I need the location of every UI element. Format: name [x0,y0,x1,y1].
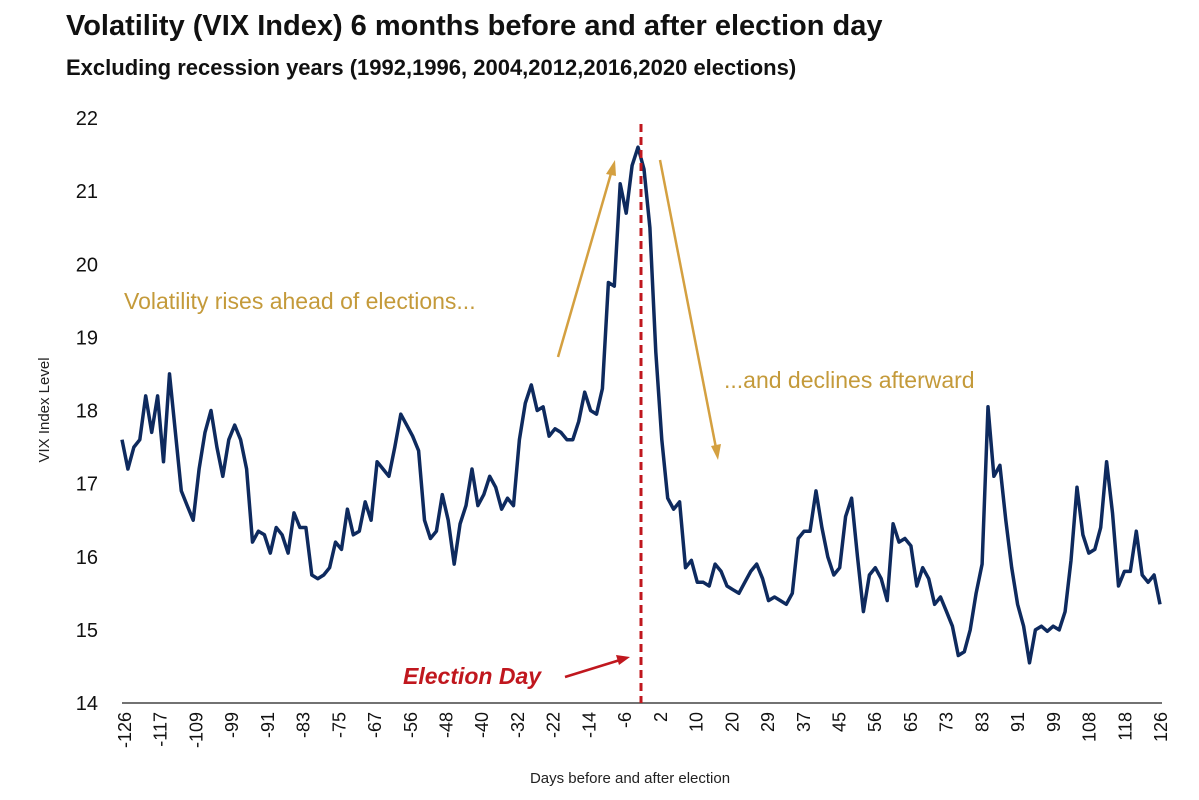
x-tick-label: -75 [329,712,349,738]
x-tick-label: 108 [1080,712,1100,742]
x-tick-label: 29 [758,712,778,732]
election-day-arrowhead [616,655,630,665]
x-tick-label: 99 [1044,712,1064,732]
x-tick-label: 20 [722,712,742,732]
chart-title: Volatility (VIX Index) 6 months before a… [66,10,883,42]
y-tick-label: 17 [76,474,98,496]
election-day-arrow [564,658,621,679]
chart-subtitle: Excluding recession years (1992,1996, 20… [66,55,797,80]
x-tick-label: 10 [687,712,707,732]
x-tick-label: -126 [115,712,135,748]
y-axis-label: VIX Index Level [36,357,53,462]
x-tick-label: 73 [937,712,957,732]
x-axis-ticks: -126 -117 -109 -99 -91 -83 -75 -67 -56 -48 -40 -32-… [115,712,1171,748]
y-tick-label: 16 [76,547,98,569]
x-tick-label: -6 [615,712,635,728]
y-tick-label: 19 [76,327,98,349]
decline-annotation: ...and declines afterward [724,367,975,393]
x-tick-label: -14 [579,712,599,738]
rise-arrowhead [606,160,616,176]
x-tick-label: -40 [472,712,492,738]
x-tick-label: 2 [651,712,671,722]
decline-arrowhead [711,444,721,460]
rise-arrow [556,169,614,358]
x-tick-label: -109 [186,712,206,748]
y-tick-label: 21 [76,181,98,203]
x-axis-label: Days before and after election [530,770,730,787]
x-tick-label: -83 [294,712,314,738]
x-tick-label: 118 [1115,712,1135,741]
y-tick-label: 15 [76,620,98,642]
x-tick-label: -22 [544,712,564,738]
x-tick-label: 91 [1008,712,1028,732]
x-tick-label: -91 [258,712,278,738]
x-tick-label: -32 [508,712,528,738]
x-tick-label: 83 [972,712,992,732]
x-tick-label: 56 [865,712,885,732]
y-tick-label: 22 [76,108,98,130]
y-tick-label: 20 [76,254,98,276]
y-tick-label: 18 [76,401,98,423]
rise-annotation: Volatility rises ahead of elections... [124,288,476,314]
vix-series-line [120,145,1162,665]
y-tick-label: 14 [76,693,98,715]
x-tick-label: -67 [365,712,385,738]
election-day-annotation: Election Day [403,663,542,689]
x-tick-label: 126 [1151,712,1171,742]
x-tick-label: 37 [794,712,814,732]
x-tick-label: -56 [401,712,421,738]
decline-arrow [658,159,718,449]
x-tick-label: -117 [151,712,171,747]
annotation-arrows [556,159,721,679]
x-tick-label: 65 [901,712,921,732]
x-tick-label: -99 [222,712,242,738]
y-axis-ticks: 14 15 16 17 18 19 20 21 22 [76,108,98,715]
x-tick-label: 45 [829,712,849,732]
x-tick-label: -48 [437,712,457,738]
